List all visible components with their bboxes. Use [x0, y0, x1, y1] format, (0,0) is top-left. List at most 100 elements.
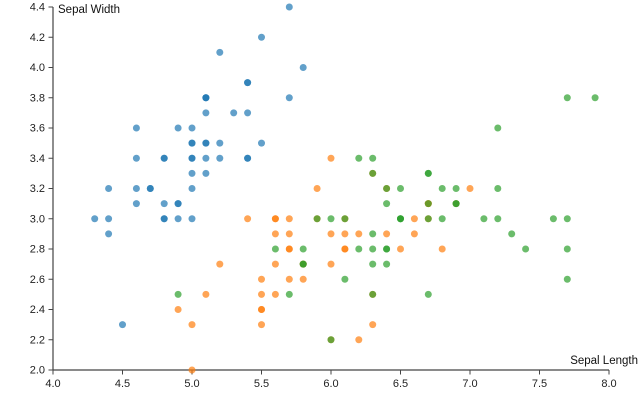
data-point-setosa: [91, 215, 99, 223]
data-point-versicolor: [271, 215, 279, 223]
data-point-virginica: [355, 154, 363, 162]
data-point-virginica: [369, 260, 377, 268]
data-point-virginica: [369, 169, 377, 177]
x-tick-label: 6.5: [393, 378, 408, 390]
data-point-setosa: [188, 139, 196, 147]
data-point-versicolor: [397, 245, 404, 253]
data-point-setosa: [188, 124, 196, 132]
data-point-virginica: [563, 245, 571, 253]
data-point-virginica: [494, 185, 502, 192]
data-point-versicolor: [313, 185, 321, 192]
data-point-setosa: [132, 124, 140, 132]
data-point-setosa: [160, 154, 168, 162]
data-point-setosa: [216, 139, 224, 147]
y-tick-label: 3.0: [30, 213, 45, 225]
data-point-setosa: [105, 230, 113, 238]
data-point-virginica: [327, 215, 335, 223]
data-point-setosa: [105, 215, 113, 223]
data-point-versicolor: [174, 306, 182, 313]
data-point-setosa: [132, 185, 140, 192]
data-point-virginica: [508, 230, 516, 238]
data-point-virginica: [383, 260, 391, 268]
data-point-setosa: [174, 215, 182, 223]
data-point-versicolor: [299, 275, 307, 283]
data-point-versicolor: [327, 260, 335, 268]
series-setosa: [91, 3, 307, 329]
data-point-virginica: [424, 215, 432, 223]
data-point-versicolor: [285, 230, 293, 238]
data-point-versicolor: [258, 306, 265, 313]
data-point-setosa: [202, 109, 210, 117]
data-point-setosa: [188, 185, 196, 192]
y-tick-label: 3.6: [30, 123, 45, 135]
data-point-setosa: [132, 200, 140, 208]
data-point-setosa: [188, 154, 196, 162]
x-tick-label: 6.0: [323, 378, 338, 390]
data-point-virginica: [313, 215, 321, 223]
data-point-setosa: [244, 79, 252, 87]
data-point-virginica: [563, 215, 571, 223]
data-point-versicolor: [355, 336, 363, 344]
data-point-setosa: [285, 94, 293, 102]
data-point-setosa: [230, 109, 238, 117]
data-point-versicolor: [216, 260, 224, 268]
data-point-virginica: [424, 169, 432, 177]
data-point-versicolor: [258, 290, 265, 298]
data-point-virginica: [452, 185, 460, 192]
y-tick-label: 4.0: [30, 62, 45, 74]
x-tick-label: 4.5: [115, 378, 130, 390]
x-tick-label: 4.0: [45, 378, 60, 390]
data-point-setosa: [202, 139, 210, 147]
data-point-virginica: [327, 336, 335, 344]
data-point-versicolor: [355, 230, 363, 238]
y-tick-label: 2.6: [30, 274, 45, 286]
data-point-setosa: [216, 154, 224, 162]
series-virginica: [174, 94, 599, 344]
data-point-virginica: [369, 154, 377, 162]
x-tick-label: 7.0: [462, 378, 477, 390]
data-point-virginica: [563, 275, 571, 283]
x-tick-label: 5.5: [254, 378, 269, 390]
data-point-virginica: [285, 290, 293, 298]
data-point-virginica: [369, 245, 377, 253]
data-point-virginica: [341, 215, 349, 223]
data-point-versicolor: [258, 275, 265, 283]
data-point-virginica: [383, 185, 391, 192]
y-tick-label: 2.8: [30, 244, 45, 256]
y-axis-title: Sepal Width: [58, 4, 120, 16]
data-point-setosa: [216, 48, 224, 56]
data-point-versicolor: [285, 245, 293, 253]
data-point-versicolor: [438, 245, 446, 253]
data-point-virginica: [271, 245, 279, 253]
data-point-setosa: [299, 64, 307, 71]
data-point-virginica: [549, 215, 557, 223]
data-point-setosa: [285, 3, 293, 11]
data-point-setosa: [174, 200, 182, 208]
data-point-setosa: [244, 109, 252, 117]
data-point-versicolor: [327, 230, 335, 238]
data-point-virginica: [591, 94, 599, 102]
data-point-setosa: [132, 154, 140, 162]
data-point-virginica: [174, 290, 182, 298]
data-point-virginica: [369, 290, 377, 298]
data-point-setosa: [258, 33, 265, 41]
data-point-versicolor: [369, 321, 377, 329]
data-point-virginica: [424, 200, 432, 208]
data-point-versicolor: [410, 230, 418, 238]
data-point-versicolor: [244, 215, 252, 223]
data-point-virginica: [383, 200, 391, 208]
data-point-setosa: [119, 321, 126, 329]
y-tick-label: 2.0: [30, 365, 45, 377]
data-point-versicolor: [188, 366, 196, 374]
data-point-versicolor: [271, 230, 279, 238]
data-point-versicolor: [341, 230, 349, 238]
data-point-setosa: [188, 169, 196, 177]
data-point-versicolor: [466, 185, 474, 192]
data-point-versicolor: [271, 260, 279, 268]
data-point-setosa: [160, 215, 168, 223]
data-point-setosa: [202, 94, 210, 102]
data-point-virginica: [299, 260, 307, 268]
data-point-virginica: [438, 185, 446, 192]
data-point-versicolor: [202, 290, 210, 298]
